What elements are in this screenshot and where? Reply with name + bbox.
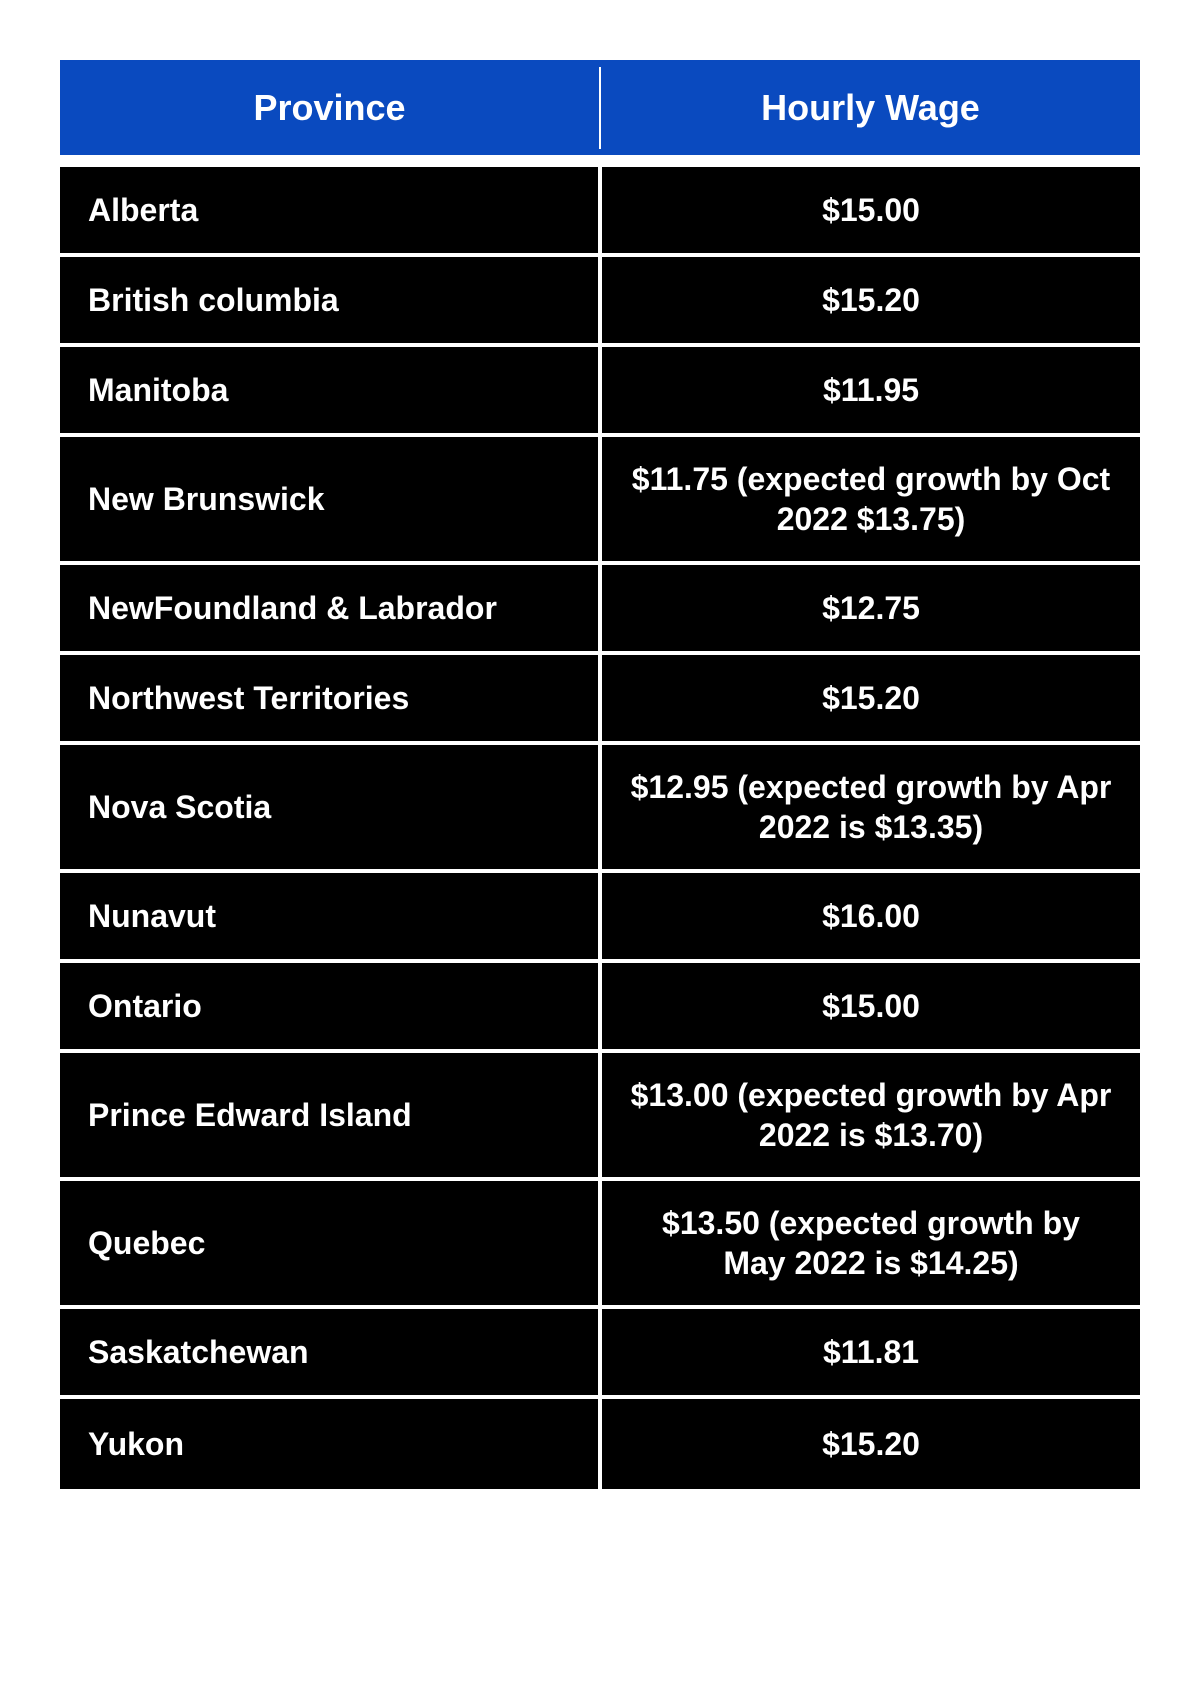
cell-province: Ontario [60, 963, 602, 1049]
table-row: British columbia $15.20 [60, 257, 1140, 347]
table-row: Prince Edward Island $13.00 (expected gr… [60, 1053, 1140, 1181]
table-row: Yukon $15.20 [60, 1399, 1140, 1489]
table-row: Nunavut $16.00 [60, 873, 1140, 963]
cell-wage: $15.00 [602, 963, 1140, 1049]
table-row: NewFoundland & Labrador $12.75 [60, 565, 1140, 655]
table-row: Alberta $15.00 [60, 167, 1140, 257]
cell-wage: $16.00 [602, 873, 1140, 959]
cell-province: Manitoba [60, 347, 602, 433]
cell-wage: $13.50 (expected growth by May 2022 is $… [602, 1181, 1140, 1305]
cell-wage: $11.95 [602, 347, 1140, 433]
cell-wage: $13.00 (expected growth by Apr 2022 is $… [602, 1053, 1140, 1177]
cell-province: Yukon [60, 1399, 602, 1489]
cell-province: Nunavut [60, 873, 602, 959]
header-body-gap [60, 155, 1140, 167]
cell-province: Saskatchewan [60, 1309, 602, 1395]
cell-wage: $12.95 (expected growth by Apr 2022 is $… [602, 745, 1140, 869]
cell-province: NewFoundland & Labrador [60, 565, 602, 651]
header-wage: Hourly Wage [601, 67, 1140, 149]
cell-wage: $15.20 [602, 257, 1140, 343]
cell-province: Northwest Territories [60, 655, 602, 741]
table-row: Nova Scotia $12.95 (expected growth by A… [60, 745, 1140, 873]
table-row: New Brunswick $11.75 (expected growth by… [60, 437, 1140, 565]
cell-wage: $12.75 [602, 565, 1140, 651]
cell-wage: $15.20 [602, 1399, 1140, 1489]
cell-province: New Brunswick [60, 437, 602, 561]
cell-wage: $15.00 [602, 167, 1140, 253]
cell-province: Prince Edward Island [60, 1053, 602, 1177]
cell-wage: $11.81 [602, 1309, 1140, 1395]
cell-province: British columbia [60, 257, 602, 343]
cell-province: Nova Scotia [60, 745, 602, 869]
cell-province: Quebec [60, 1181, 602, 1305]
table-row: Ontario $15.00 [60, 963, 1140, 1053]
cell-wage: $15.20 [602, 655, 1140, 741]
header-province: Province [60, 67, 601, 149]
cell-wage: $11.75 (expected growth by Oct 2022 $13.… [602, 437, 1140, 561]
table-body: Alberta $15.00 British columbia $15.20 M… [60, 167, 1140, 1489]
table-row: Northwest Territories $15.20 [60, 655, 1140, 745]
wage-table: Province Hourly Wage Alberta $15.00 Brit… [60, 60, 1140, 1489]
table-row: Saskatchewan $11.81 [60, 1309, 1140, 1399]
table-row: Quebec $13.50 (expected growth by May 20… [60, 1181, 1140, 1309]
table-header-row: Province Hourly Wage [60, 60, 1140, 155]
table-row: Manitoba $11.95 [60, 347, 1140, 437]
cell-province: Alberta [60, 167, 602, 253]
